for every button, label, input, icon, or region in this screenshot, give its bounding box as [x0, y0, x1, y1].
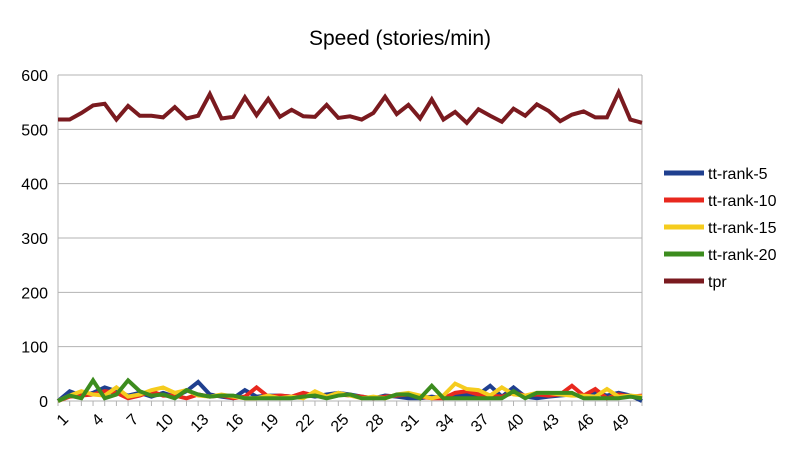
- x-tick-label: 22: [293, 411, 318, 436]
- x-tick-label: 10: [153, 411, 178, 436]
- series-line-tt-rank-20: [57, 376, 643, 403]
- x-tick-label: 1: [54, 411, 72, 429]
- y-tick-label: 500: [21, 122, 48, 139]
- grid-lines: [58, 74, 642, 402]
- x-tick-label: 25: [328, 411, 353, 436]
- legend-label-tt-rank-20: tt-rank-20: [708, 247, 777, 264]
- legend-label-tt-rank-5: tt-rank-5: [708, 166, 768, 183]
- x-tick-label: 34: [433, 411, 458, 436]
- x-tick-label: 16: [223, 411, 248, 436]
- y-tick-label: 300: [21, 231, 48, 248]
- legend-label-tt-rank-15: tt-rank-15: [708, 220, 777, 237]
- x-tick-label: 49: [608, 411, 633, 436]
- y-axis: 0 100 200 300 400 500 600: [21, 68, 643, 411]
- y-tick-label: 400: [21, 177, 48, 194]
- x-tick-label: 19: [258, 411, 283, 436]
- legend-label-tpr: tpr: [708, 274, 727, 291]
- x-axis: 1 4 7 10 13 16 19 22 25 28 31 34 37 40 43 46 49: [54, 400, 643, 436]
- x-tick-label: 7: [124, 411, 142, 429]
- legend: tt-rank-5 tt-rank-10 tt-rank-15 tt-rank-20 t…: [664, 166, 777, 291]
- legend-label-tt-rank-10: tt-rank-10: [708, 193, 777, 210]
- series-lines: [56, 87, 643, 403]
- x-tick-label: 37: [468, 411, 493, 436]
- x-tick-label: 28: [363, 411, 388, 436]
- x-tick-label: 31: [398, 411, 423, 436]
- y-tick-label: 100: [21, 340, 48, 357]
- x-tick-label: 40: [503, 411, 528, 436]
- x-tick-label: 4: [89, 411, 107, 429]
- y-tick-label: 0: [39, 394, 48, 411]
- series-line-tpr: [58, 87, 643, 126]
- x-tick-label: 43: [538, 411, 563, 436]
- chart-title: Speed (stories/min): [309, 27, 491, 50]
- y-tick-label: 200: [21, 285, 48, 302]
- y-tick-label: 600: [21, 68, 48, 85]
- x-tick-label: 46: [573, 411, 598, 436]
- x-tick-label: 13: [188, 411, 213, 436]
